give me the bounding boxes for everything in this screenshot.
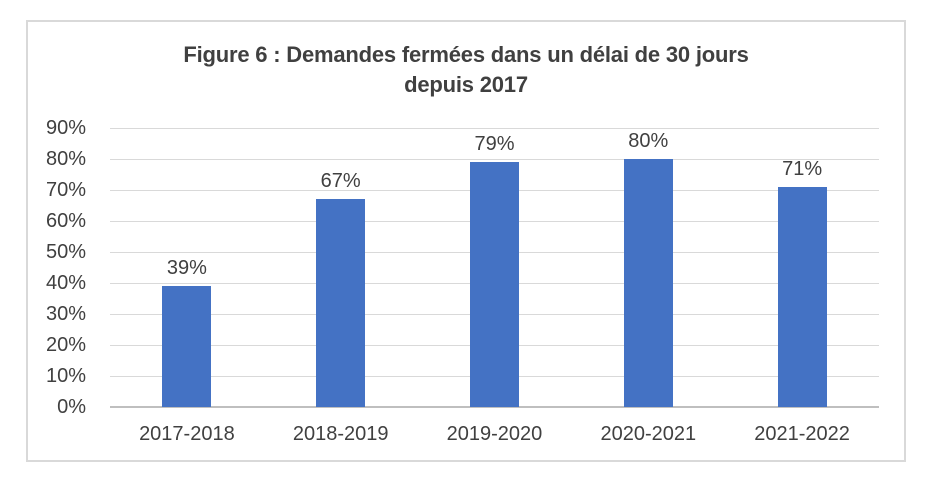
chart-title-line1: Figure 6 : Demandes fermées dans un déla… [183, 42, 749, 67]
y-axis-tick-label: 20% [45, 334, 86, 356]
data-label-2018-2019: 67% [320, 170, 361, 193]
plot-area: 39% 67% 79% 80% 71% [110, 128, 879, 408]
x-axis-tick-label: 2019-2020 [446, 423, 543, 445]
data-label-2021-2022: 71% [782, 157, 823, 180]
y-axis-tick-label: 40% [45, 272, 86, 294]
gridline [110, 128, 879, 129]
x-axis-line [110, 406, 879, 408]
y-axis-tick-label: 90% [45, 117, 86, 139]
bar-2017-2018 [162, 286, 212, 407]
bar-2021-2022 [777, 186, 827, 407]
bar-2018-2019 [316, 199, 366, 407]
y-axis-tick-label: 80% [45, 148, 86, 170]
y-axis-tick-label: 60% [45, 210, 86, 232]
y-axis-tick-label: 30% [45, 303, 86, 325]
y-axis-tick-label: 10% [45, 365, 86, 387]
y-axis-tick-label: 50% [45, 241, 86, 263]
y-axis-tick-label: 70% [45, 179, 86, 201]
chart-title: Figure 6 : Demandes fermées dans un déla… [28, 40, 904, 100]
data-label-2020-2021: 80% [628, 130, 669, 152]
chart-title-line2: depuis 2017 [404, 72, 528, 97]
data-label-2017-2018: 39% [166, 257, 207, 280]
bar-2019-2020 [470, 162, 519, 407]
y-axis-tick-label: 0% [57, 396, 86, 418]
gridline [110, 159, 879, 160]
x-axis-tick-label: 2021-2022 [754, 423, 850, 445]
x-axis-tick-label: 2020-2021 [600, 423, 697, 445]
bar-2020-2021 [623, 159, 673, 407]
chart-frame: Figure 6 : Demandes fermées dans un déla… [26, 20, 906, 462]
data-label-2019-2020: 79% [474, 133, 515, 156]
x-axis-tick-label: 2018-2019 [292, 423, 389, 445]
x-axis-tick-label: 2017-2018 [139, 423, 235, 445]
